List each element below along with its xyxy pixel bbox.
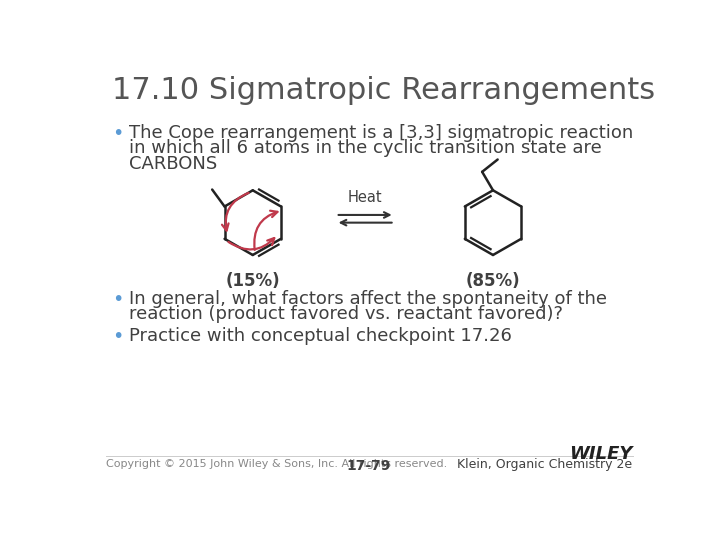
Text: Klein, Organic Chemistry 2e: Klein, Organic Chemistry 2e	[457, 458, 632, 471]
Text: (85%): (85%)	[466, 272, 521, 290]
Text: •: •	[112, 289, 123, 309]
Text: CARBONS: CARBONS	[129, 155, 217, 173]
Text: 17.10 Sigmatropic Rearrangements: 17.10 Sigmatropic Rearrangements	[112, 76, 654, 105]
Text: (15%): (15%)	[225, 272, 280, 290]
Text: in which all 6 atoms in the cyclic transition state are: in which all 6 atoms in the cyclic trans…	[129, 139, 601, 158]
Text: WILEY: WILEY	[569, 445, 632, 463]
Text: 17-79: 17-79	[347, 459, 391, 473]
Text: reaction (product favored vs. reactant favored)?: reaction (product favored vs. reactant f…	[129, 305, 563, 323]
Text: Practice with conceptual checkpoint 17.26: Practice with conceptual checkpoint 17.2…	[129, 327, 512, 345]
Text: •: •	[112, 327, 123, 346]
Text: Copyright © 2015 John Wiley & Sons, Inc. All rights reserved.: Copyright © 2015 John Wiley & Sons, Inc.…	[106, 459, 446, 469]
Text: Heat: Heat	[348, 190, 382, 205]
Text: •: •	[112, 124, 123, 143]
Text: The Cope rearrangement is a [3,3] sigmatropic reaction: The Cope rearrangement is a [3,3] sigmat…	[129, 124, 633, 142]
Text: In general, what factors affect the spontaneity of the: In general, what factors affect the spon…	[129, 289, 607, 308]
